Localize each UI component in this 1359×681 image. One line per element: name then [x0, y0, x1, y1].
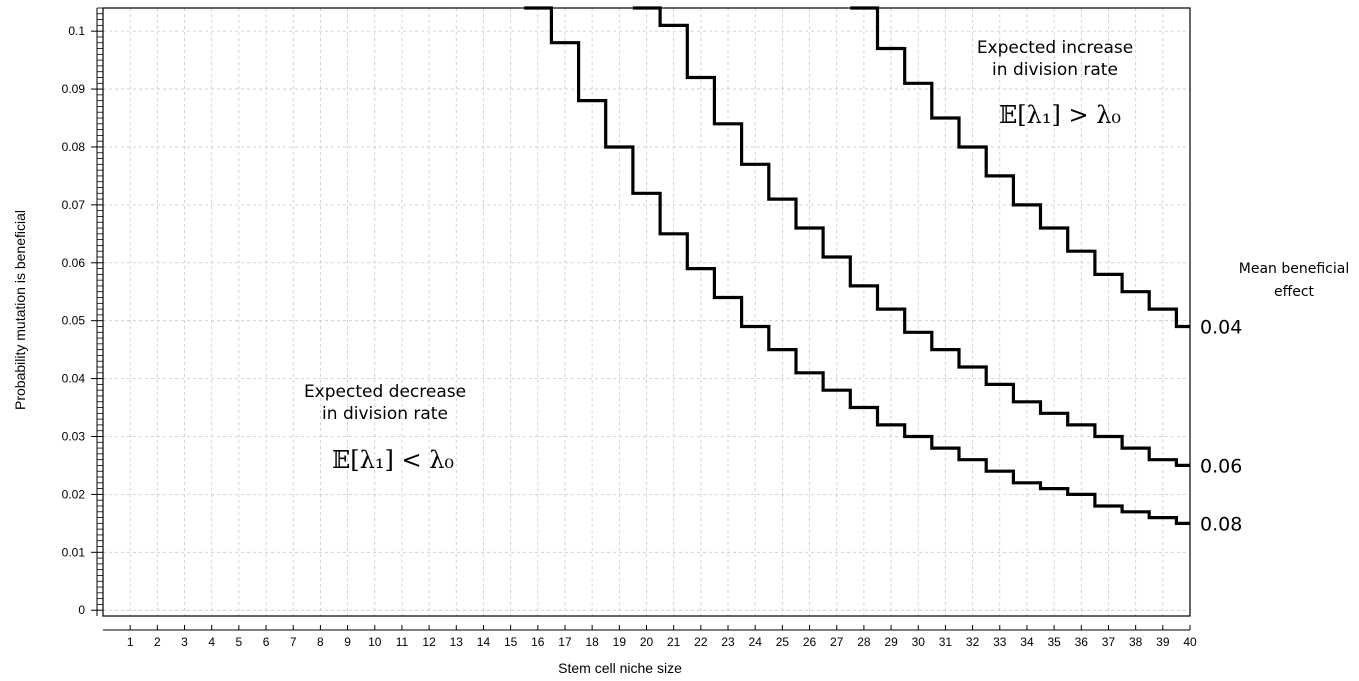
series-curves [524, 6, 1190, 525]
x-tick-label: 36 [1075, 635, 1089, 649]
x-tick-label: 24 [749, 635, 763, 649]
x-tick-label: 3 [181, 635, 188, 649]
series-label: 0.04 [1200, 316, 1242, 338]
x-tick-label: 27 [830, 635, 844, 649]
series-label: 0.08 [1200, 513, 1242, 535]
x-tick-label: 15 [504, 635, 518, 649]
x-tick-label: 1 [127, 635, 134, 649]
y-tick-label: 0.1 [68, 24, 85, 38]
x-tick-label: 22 [694, 635, 708, 649]
y-axis: 0 0.01 0.02 0.03 0.04 0.05 0.06 0.07 0.08 0.09 0.1 [62, 7, 103, 617]
x-axis: 1 2 3 4 5 6 7 8 9 10 11 12 13 14 15 16 17 18 19 20 21 22 23 24 2… [103, 625, 1197, 649]
x-tick-label: 14 [477, 635, 491, 649]
decrease-annotation-line2: in division rate [322, 404, 448, 424]
y-tick-label: 0.05 [62, 314, 86, 328]
x-tick-label: 23 [721, 635, 735, 649]
x-tick-label: 19 [613, 635, 627, 649]
x-tick-label: 12 [422, 635, 436, 649]
grid-lines [103, 8, 1191, 616]
y-tick-label: 0 [78, 603, 85, 617]
x-tick-label: 35 [1047, 635, 1061, 649]
x-tick-label: 40 [1183, 635, 1197, 649]
x-tick-label: 18 [585, 635, 599, 649]
series-labels: 0.04 0.06 0.08 [1200, 316, 1242, 535]
series-label: 0.06 [1200, 455, 1242, 477]
x-tick-label: 30 [912, 635, 926, 649]
x-tick-label: 28 [857, 635, 871, 649]
x-tick-label: 20 [640, 635, 654, 649]
x-tick-label: 17 [558, 635, 572, 649]
x-tick-label: 32 [966, 635, 980, 649]
x-tick-label: 6 [263, 635, 270, 649]
decrease-annotation-line1: Expected decrease [304, 382, 466, 402]
decrease-annotation-math: 𝔼[λ₁] < λ₀ [332, 446, 454, 474]
x-tick-label: 39 [1156, 635, 1170, 649]
legend-title-line2: effect [1274, 284, 1315, 300]
x-tick-label: 29 [884, 635, 898, 649]
series-2-step-line [524, 6, 1190, 525]
increase-annotation-line2: in division rate [992, 60, 1118, 80]
x-tick-label: 34 [1020, 635, 1034, 649]
y-tick-label: 0.04 [62, 372, 86, 386]
x-tick-label: 4 [208, 635, 215, 649]
legend-title-line1: Mean beneficial [1239, 261, 1349, 277]
x-tick-label: 31 [939, 635, 953, 649]
x-tick-label: 38 [1129, 635, 1143, 649]
x-tick-label: 21 [667, 635, 681, 649]
x-tick-label: 5 [236, 635, 243, 649]
y-tick-label: 0.02 [62, 487, 86, 501]
x-tick-label: 25 [776, 635, 790, 649]
plot-frame [102, 7, 1191, 617]
y-axis-title: Probability mutation is beneficial [12, 210, 28, 410]
x-tick-label: 33 [993, 635, 1007, 649]
y-tick-label: 0.03 [62, 429, 86, 443]
increase-annotation-math: 𝔼[λ₁] > λ₀ [999, 101, 1121, 129]
y-tick-label: 0.01 [62, 545, 86, 559]
x-tick-label: 16 [531, 635, 545, 649]
y-tick-label: 0.06 [62, 256, 86, 270]
x-tick-label: 2 [154, 635, 161, 649]
x-tick-label: 10 [368, 635, 382, 649]
y-tick-label: 0.07 [62, 198, 86, 212]
x-tick-label: 13 [450, 635, 464, 649]
x-tick-label: 37 [1102, 635, 1116, 649]
x-tick-label: 9 [344, 635, 351, 649]
series-0-step-line [850, 6, 1190, 329]
y-tick-label: 0.08 [62, 140, 86, 154]
x-tick-label: 26 [803, 635, 817, 649]
x-tick-label: 8 [317, 635, 324, 649]
x-axis-title: Stem cell niche size [558, 660, 682, 676]
x-tick-label: 11 [396, 635, 409, 649]
increase-annotation-line1: Expected increase [977, 38, 1133, 58]
x-tick-label: 7 [290, 635, 297, 649]
series-1-step-line [632, 6, 1190, 467]
y-tick-label: 0.09 [62, 82, 86, 96]
